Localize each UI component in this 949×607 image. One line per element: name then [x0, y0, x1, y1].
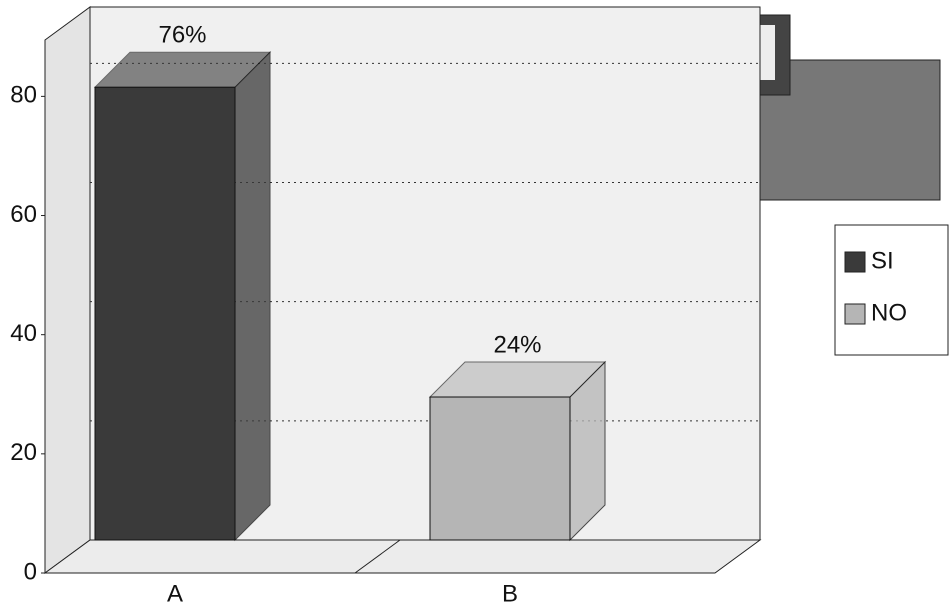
y-tick-label: 0 [24, 558, 37, 585]
floor [43, 539, 762, 574]
bar [429, 396, 571, 541]
legend-swatch [844, 251, 866, 273]
value-label: 76% [158, 22, 206, 49]
bar [94, 86, 236, 541]
legend-box [834, 224, 949, 356]
legend-swatch [844, 303, 866, 325]
left-wall [44, 6, 91, 574]
bar-side [234, 50, 271, 542]
x-tick-label: A [167, 580, 183, 607]
x-tick-label: B [502, 580, 518, 607]
y-tick-label: 40 [10, 320, 37, 347]
y-tick-label: 20 [10, 439, 37, 466]
y-tick-label: 60 [10, 201, 37, 228]
legend-label: SI [871, 247, 894, 274]
value-label: 24% [493, 331, 541, 358]
y-tick-label: 80 [10, 82, 37, 109]
legend-label: NO [871, 299, 907, 326]
floor-divider [354, 539, 401, 574]
